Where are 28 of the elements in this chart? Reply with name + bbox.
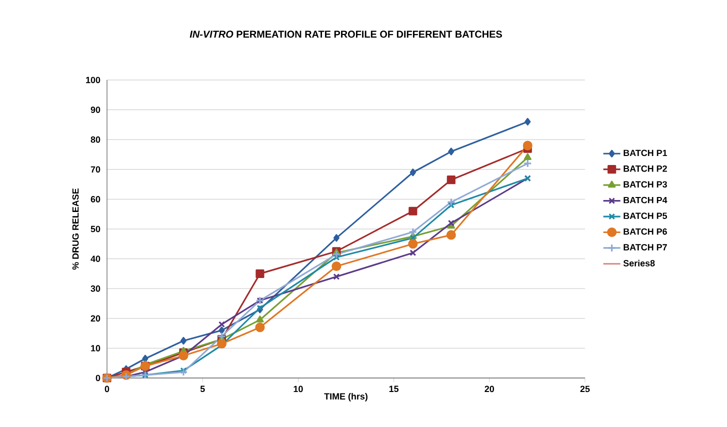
x-tick-label: 0 — [104, 386, 110, 392]
legend-label: BATCH P2 — [624, 165, 667, 172]
x-tick-label: 15 — [389, 386, 399, 392]
y-tick-label: 90 — [90, 106, 100, 113]
legend-label: BATCH P4 — [624, 196, 668, 204]
y-tick-label: 50 — [90, 226, 100, 232]
legend-label: BATCH P7 — [624, 244, 667, 250]
x-tick-label: 10 — [294, 386, 303, 392]
chart-title: IN-VITRO PERMEATION RATE PROFILE OF DIFFERENT BATCHES — [190, 30, 502, 38]
y-tick-label: 80 — [90, 136, 100, 143]
legend-label: BATCH P6 — [624, 228, 667, 235]
x-tick-label: 20 — [484, 386, 494, 392]
x-tick-label: 5 — [200, 386, 205, 392]
y-tick-label: 40 — [90, 256, 100, 262]
y-tick-label: 100 — [86, 76, 100, 84]
legend-label: BATCH P5 — [624, 212, 668, 219]
x-tick-label: 25 — [580, 386, 590, 392]
y-tick-label: 30 — [90, 285, 100, 292]
y-tick-label: 60 — [90, 196, 100, 202]
legend-label: BATCH P1 — [624, 150, 668, 156]
legend-label: BATCH P3 — [624, 181, 667, 188]
y-tick-label: 10 — [91, 345, 100, 352]
y-tick-label: 70 — [90, 166, 100, 173]
y-tick-label: 0 — [96, 374, 100, 382]
y-tick-label: 20 — [90, 315, 100, 322]
legend-label: Series8 — [623, 260, 655, 266]
x-axis-title: TIME (hrs) — [324, 392, 368, 402]
y-axis-title: % DRUG RELEASE — [72, 188, 79, 270]
